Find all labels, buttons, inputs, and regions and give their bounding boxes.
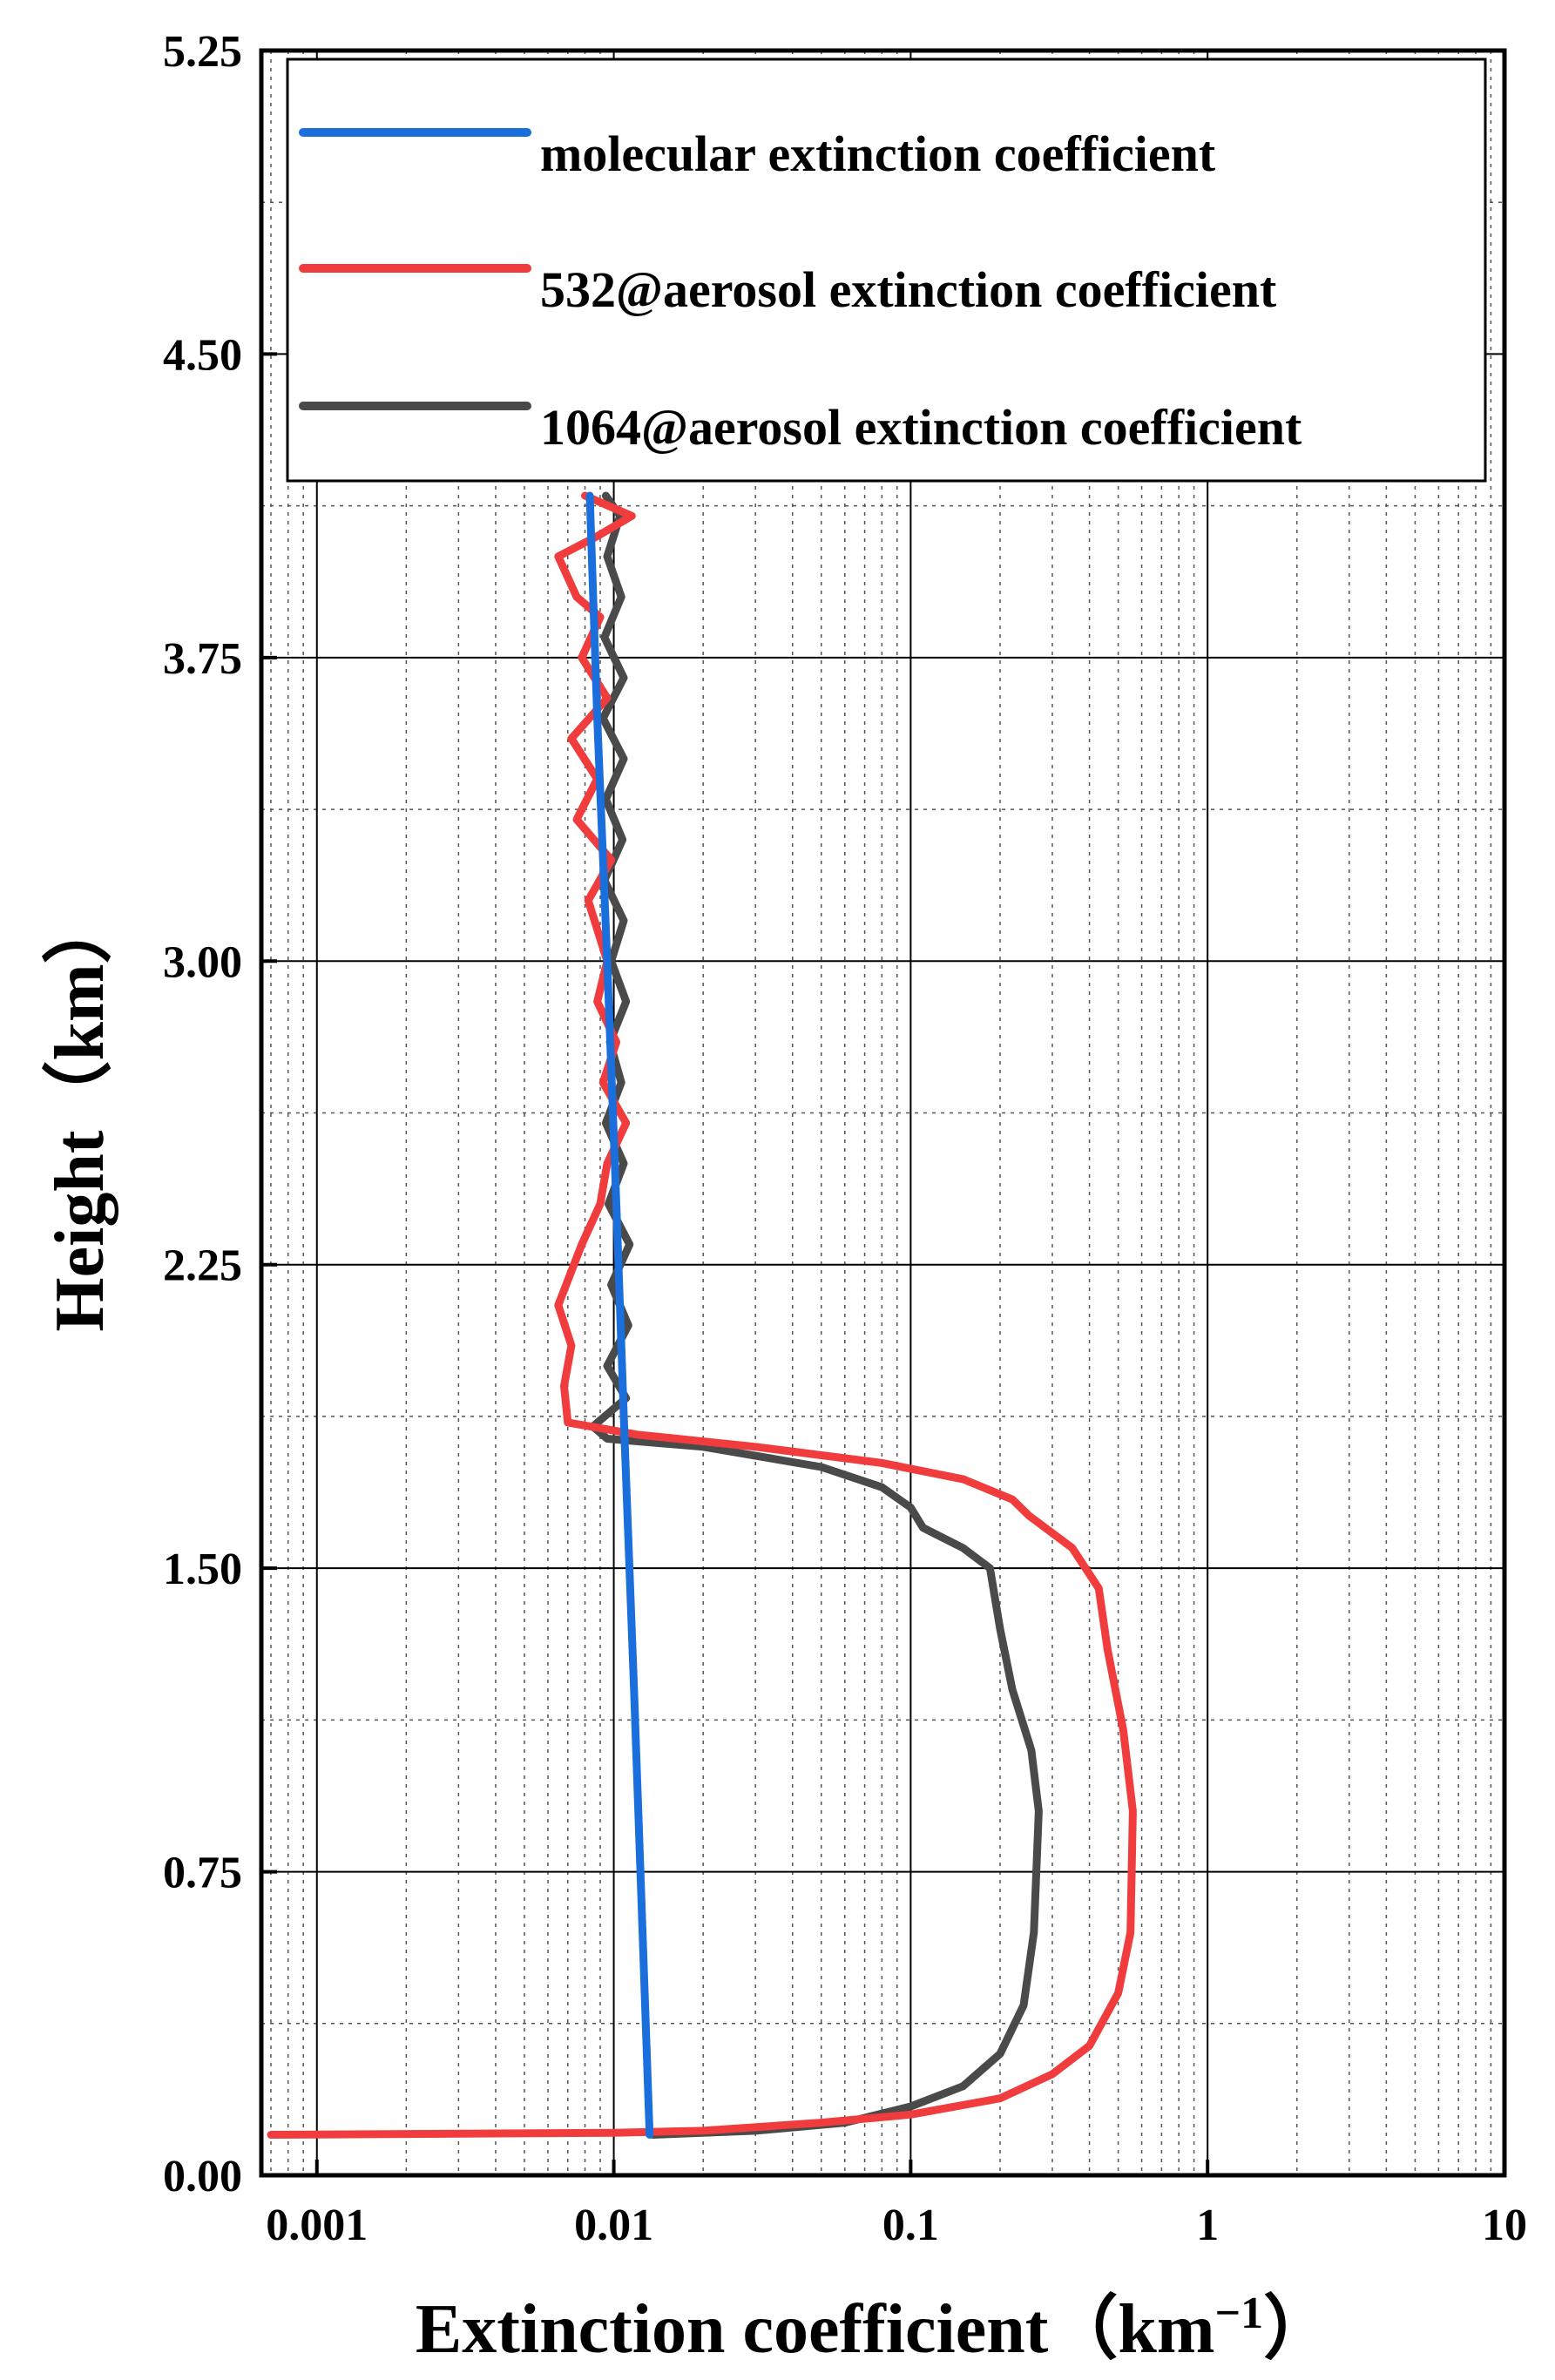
legend-label-1: 532@aerosol extinction coefficient xyxy=(540,261,1277,318)
x-axis-title-superscript: −1 xyxy=(1214,2289,1263,2338)
y-tick-label: 0.00 xyxy=(163,2152,242,2201)
legend-label-2: 1064@aerosol extinction coefficient xyxy=(540,399,1302,456)
x-axis-title-close: ） xyxy=(1263,2291,1333,2368)
y-tick-label: 4.50 xyxy=(163,330,242,380)
y-tick-label: 2.25 xyxy=(163,1241,242,1291)
x-tick-label: 0.001 xyxy=(266,2201,368,2250)
series-line-2 xyxy=(589,491,1043,2139)
y-tick-label: 3.00 xyxy=(163,937,242,987)
legend: molecular extinction coefficient 532@aero… xyxy=(286,57,1487,483)
y-tick-label: 3.75 xyxy=(163,634,242,684)
y-tick-label: 1.50 xyxy=(163,1545,242,1594)
series-layer xyxy=(267,491,1137,2139)
x-tick-label: 0.01 xyxy=(574,2201,653,2250)
axis-ticks: 0.001 0.01 0.1 1 10 0.00 0.75 1.50 2.25 3.00 3.75 4… xyxy=(163,27,1527,2250)
legend-label-0: molecular extinction coefficient xyxy=(540,125,1216,182)
x-tick-label: 10 xyxy=(1482,2201,1527,2250)
x-axis-title-main: Extinction coefficient（km xyxy=(416,2291,1215,2368)
y-tick-label: 5.25 xyxy=(163,27,242,77)
series-line-1 xyxy=(267,491,1137,2139)
y-tick-label: 0.75 xyxy=(163,1849,242,1898)
series-line-0 xyxy=(585,491,654,2139)
x-tick-label: 1 xyxy=(1196,2201,1219,2250)
y-axis-title: Height（km） xyxy=(42,894,118,1331)
x-axis-title: Extinction coefficient（km−1） xyxy=(416,2289,1333,2369)
x-tick-label: 0.1 xyxy=(882,2201,939,2250)
plot-frame xyxy=(259,48,1507,2178)
